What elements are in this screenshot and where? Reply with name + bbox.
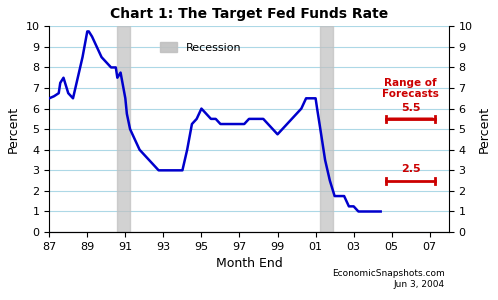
Bar xyxy=(320,26,333,232)
Legend: Recession: Recession xyxy=(156,38,246,58)
Text: 2.5: 2.5 xyxy=(401,164,420,175)
Y-axis label: Percent: Percent xyxy=(478,106,491,153)
Title: Chart 1: The Target Fed Funds Rate: Chart 1: The Target Fed Funds Rate xyxy=(110,7,388,21)
Text: 5.5: 5.5 xyxy=(401,103,420,113)
X-axis label: Month End: Month End xyxy=(216,257,282,270)
Text: Range of
Forecasts: Range of Forecasts xyxy=(382,78,439,99)
Y-axis label: Percent: Percent xyxy=(7,106,20,153)
Bar xyxy=(118,26,130,232)
Text: EconomicSnapshots.com
Jun 3, 2004: EconomicSnapshots.com Jun 3, 2004 xyxy=(332,269,445,289)
